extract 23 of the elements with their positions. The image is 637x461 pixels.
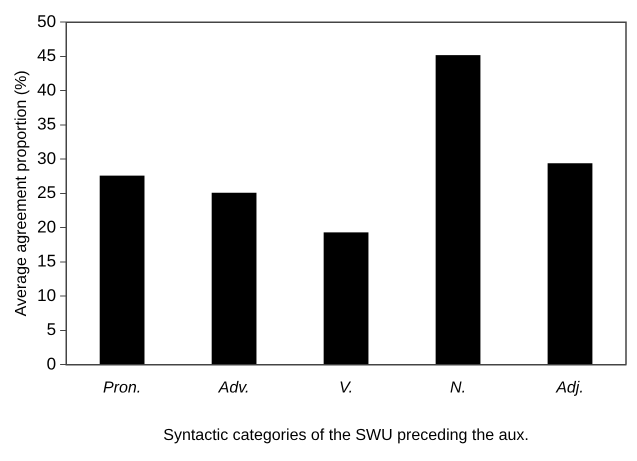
x-tick-label: Pron. bbox=[102, 380, 142, 397]
y-tick-label: 10 bbox=[37, 286, 56, 305]
x-tick-label: Adj. bbox=[555, 380, 584, 397]
x-tick-label: N. bbox=[450, 380, 466, 397]
bar bbox=[324, 232, 368, 364]
x-tick-label: Adv. bbox=[218, 380, 250, 397]
x-tick-label: V. bbox=[339, 380, 354, 397]
x-axis-title: Syntactic categories of the SWU preceding the aux. bbox=[163, 426, 529, 444]
y-tick-label: 40 bbox=[37, 80, 56, 100]
bar bbox=[548, 163, 592, 364]
y-tick-label: 45 bbox=[37, 46, 56, 66]
y-tick-label: 5 bbox=[46, 320, 56, 340]
bar bbox=[436, 55, 480, 364]
bar bbox=[100, 176, 144, 364]
bar bbox=[212, 192, 256, 364]
y-tick-label: 30 bbox=[37, 148, 56, 168]
y-tick-label: 50 bbox=[37, 12, 56, 31]
y-tick-label: 0 bbox=[46, 354, 56, 374]
y-tick-label: 20 bbox=[37, 217, 56, 236]
y-tick-label: 15 bbox=[37, 252, 56, 271]
y-tick-label: 25 bbox=[37, 183, 56, 202]
y-tick-label: 35 bbox=[37, 114, 56, 134]
y-axis-title: Average agreement proportion (%) bbox=[13, 70, 30, 316]
